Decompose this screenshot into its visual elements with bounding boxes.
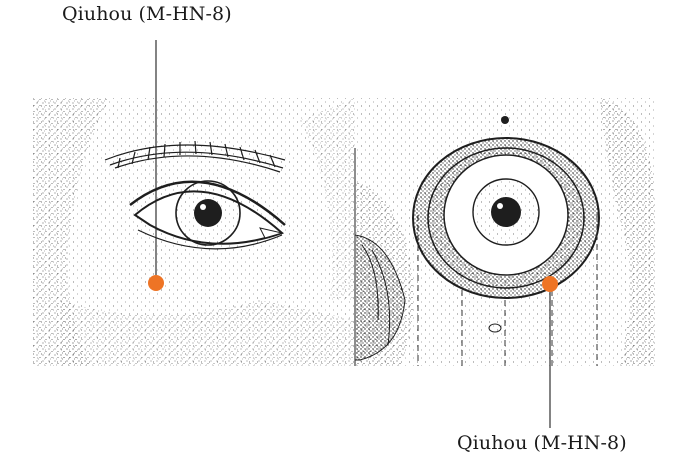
acupoint-marker-right: [542, 276, 558, 292]
skull-panel: [355, 98, 655, 366]
eyebrow: [104, 140, 286, 173]
left-eye: [129, 180, 286, 250]
dashed-guide-grid: [417, 210, 598, 366]
orbit: [412, 137, 600, 299]
face-panel: [33, 98, 355, 366]
nasal-cavity: [355, 234, 406, 361]
acupoint-marker-left: [148, 275, 164, 291]
acupoint-label-top: Qiuhou (M-HN-8): [62, 3, 232, 25]
acupoint-label-bottom: Qiuhou (M-HN-8): [457, 432, 627, 454]
